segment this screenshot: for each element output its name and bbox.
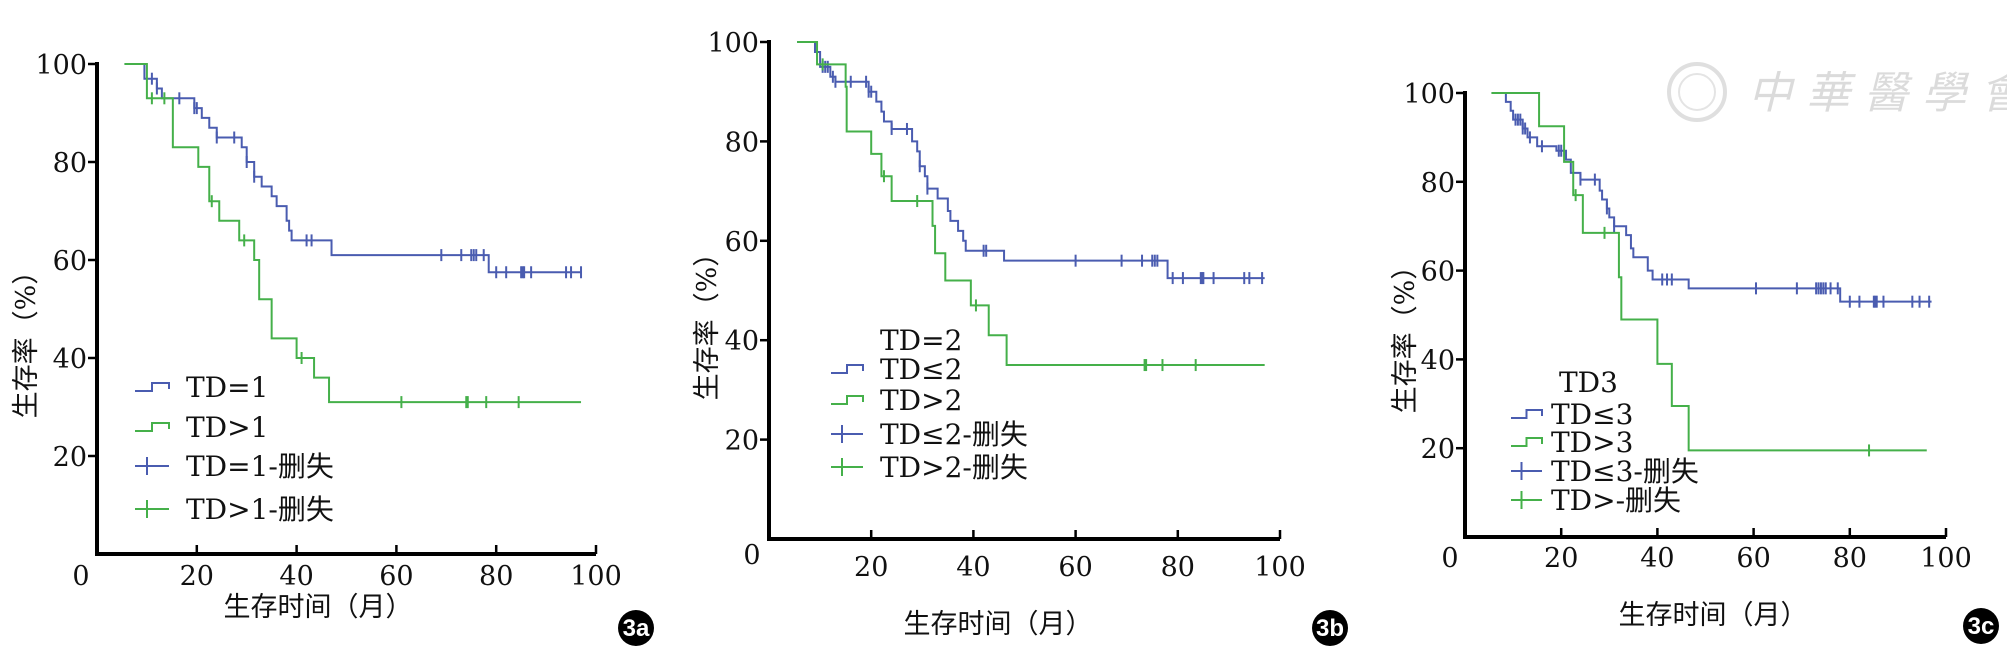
- legend-label: TD>-删失: [1551, 484, 1681, 517]
- legend-title: TD3: [1559, 366, 1618, 399]
- legend-label: TD>2: [880, 384, 962, 417]
- legend-step-icon: [135, 422, 170, 432]
- y-tick-label: 60: [725, 227, 759, 258]
- panel-badge-label: 3c: [1968, 613, 1995, 640]
- legend-step-icon: [1511, 409, 1543, 419]
- y-tick-label: 100: [707, 28, 759, 59]
- chart-panel-3c: 20 40 60 80 100 0 20 40 60 80 100 生存率（%） 生存时间（月） 3c TD…: [1390, 79, 1999, 644]
- y-tick-label: 60: [1421, 257, 1455, 288]
- x-tick-label: 20: [1544, 543, 1578, 574]
- legend-step-icon: [831, 395, 864, 405]
- legend-label: TD>3: [1551, 426, 1633, 459]
- y-tick-label: 20: [725, 426, 759, 457]
- x-tick-label: 80: [1833, 543, 1867, 574]
- survival-curve-high: [124, 63, 582, 404]
- y-axis-label: 生存率（%）: [1390, 253, 1421, 414]
- seal-icon: [1667, 62, 1727, 122]
- panel-badge-label: 3a: [623, 615, 650, 642]
- x-tick-label: 40: [1640, 543, 1674, 574]
- x-tick-label: 100: [570, 561, 622, 592]
- panel-badge-label: 3b: [1316, 615, 1344, 642]
- x-axis-label: 生存时间（月）: [1619, 600, 1808, 631]
- x-tick-label: 40: [279, 561, 313, 592]
- legend-label: TD=1-删失: [186, 450, 334, 483]
- watermark: 中華醫學會: [1667, 62, 2007, 122]
- survival-curve-low: [1491, 92, 1932, 303]
- legend-title: TD=2: [880, 324, 962, 357]
- x-tick-label: 20: [180, 561, 214, 592]
- x-tick-label: 0: [72, 561, 89, 592]
- legend-step-icon: [135, 382, 170, 392]
- survival-curve-high: [797, 41, 1265, 367]
- x-tick-label: 60: [379, 561, 413, 592]
- x-tick-label: 60: [1058, 552, 1092, 583]
- chart-panel-3b: 20 40 60 80 100 0 20 40 60 80 100 生存率（%） 生存时间（月） 3b TD…: [692, 28, 1348, 646]
- survival-curve-low: [797, 41, 1265, 280]
- panel-badge: [1963, 608, 1999, 644]
- panel-badge: [618, 610, 654, 646]
- y-tick-label: 80: [725, 127, 759, 158]
- legend-label: TD>1-删失: [186, 493, 334, 526]
- y-axis-label: 生存率（%）: [692, 240, 723, 401]
- survival-curve-high: [1491, 92, 1927, 452]
- y-tick-label: 100: [1403, 79, 1455, 110]
- legend-label: TD>1: [186, 411, 268, 444]
- y-tick-label: 60: [53, 246, 87, 277]
- x-tick-label: 100: [1920, 543, 1972, 574]
- y-tick-label: 20: [53, 442, 87, 473]
- y-tick-label: 40: [725, 326, 759, 357]
- x-tick-label: 100: [1254, 552, 1306, 583]
- x-tick-label: 60: [1736, 543, 1770, 574]
- x-tick-label: 80: [479, 561, 513, 592]
- legend-label: TD=1: [186, 371, 268, 404]
- x-axis-label: 生存时间（月）: [904, 609, 1093, 640]
- x-axis-label: 生存时间（月）: [224, 592, 413, 623]
- chart-panel-3a: 20 40 60 80 100 0 20 40 60 80 100 生存率（%） 生存时间（月） 3a TD…: [11, 50, 654, 646]
- x-tick-label: 0: [743, 540, 760, 571]
- watermark-text: 中華醫學會: [1748, 68, 2007, 119]
- y-tick-label: 80: [1421, 168, 1455, 199]
- legend-step-icon: [1511, 437, 1543, 447]
- x-tick-label: 40: [956, 552, 990, 583]
- legend-label: TD≤2: [880, 353, 962, 386]
- y-tick-label: 80: [53, 148, 87, 179]
- legend-label: TD>2-删失: [880, 451, 1028, 484]
- survival-curve-low: [124, 63, 582, 274]
- seal-inner-icon: [1678, 73, 1716, 111]
- y-axis-label: 生存率（%）: [11, 258, 42, 419]
- y-tick-label: 40: [53, 344, 87, 375]
- legend-label: TD≤3: [1551, 398, 1633, 431]
- y-tick-label: 40: [1421, 345, 1455, 376]
- legend-label: TD≤2-删失: [880, 418, 1028, 451]
- x-tick-label: 0: [1441, 543, 1458, 574]
- x-tick-label: 20: [854, 552, 888, 583]
- legend-label: TD≤3-删失: [1551, 455, 1699, 488]
- panel-badge: [1312, 610, 1348, 646]
- legend-step-icon: [831, 364, 864, 374]
- y-tick-label: 20: [1421, 434, 1455, 465]
- y-tick-label: 100: [35, 50, 87, 81]
- x-tick-label: 80: [1161, 552, 1195, 583]
